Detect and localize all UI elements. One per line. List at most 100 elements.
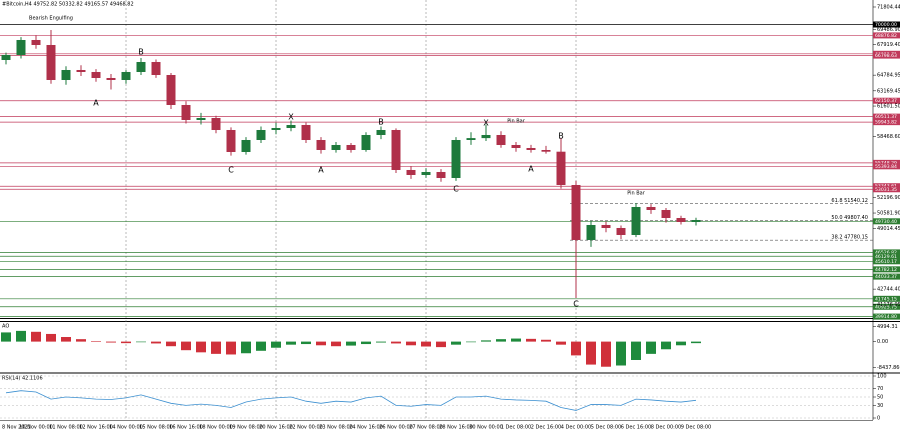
level-box	[873, 218, 900, 225]
level-label: 44033.37	[875, 274, 897, 280]
level-box	[873, 97, 900, 104]
ao-bar	[586, 341, 596, 365]
y-tick-label: -8437.866	[877, 365, 900, 371]
candle-body	[646, 206, 656, 210]
y-tick-label: 100	[877, 374, 887, 380]
y-tick-label: 52196.90	[877, 195, 900, 201]
level-label: 70000.00	[875, 22, 897, 28]
candle-body	[241, 139, 251, 152]
level-box	[873, 266, 900, 273]
ao-bar	[661, 341, 671, 350]
candle-body	[481, 134, 491, 139]
x-tick-label: 28 Nov 16:00	[439, 425, 473, 431]
candle-body	[331, 144, 341, 150]
x-tick-label: 20 Nov 16:00	[259, 425, 293, 431]
level-box	[873, 313, 900, 320]
x-tick-label: 1 Dec 08:00	[501, 425, 531, 431]
annotation: B	[138, 47, 144, 56]
ao-bar	[481, 340, 491, 342]
y-tick-label: 50581.90	[877, 211, 900, 217]
ao-bar	[136, 341, 146, 343]
candle-body	[451, 139, 461, 178]
symbol-header: #Bitcoin,H4 49752.82 50332.82 49165.57 4…	[2, 2, 134, 8]
x-tick-label: 10 Nov 00:00	[19, 425, 53, 431]
level-box	[873, 249, 900, 256]
x-tick-label: 19 Nov 08:00	[229, 425, 263, 431]
candle-body	[196, 117, 206, 120]
level-label: 53031.35	[875, 187, 897, 193]
ao-bar	[541, 339, 551, 342]
annotation: A	[318, 165, 324, 174]
ao-bar	[526, 338, 536, 342]
level-label: 55393.84	[875, 164, 897, 170]
ao-bar	[16, 330, 26, 342]
y-tick-label: 0.00	[877, 339, 888, 345]
ao-bar	[571, 341, 581, 356]
candle-body	[556, 151, 566, 185]
level-label: 46129.61	[875, 254, 897, 260]
level-label: 44782.12	[875, 267, 897, 273]
ao-bar	[361, 341, 371, 345]
y-tick-label: 0	[877, 416, 880, 422]
candle-body	[301, 124, 311, 140]
x-tick-label: 18 Nov 00:00	[199, 425, 233, 431]
ao-bar	[631, 341, 641, 360]
annotation: Pin Bar	[507, 119, 526, 125]
ao-bar	[91, 340, 101, 342]
candle-body	[166, 74, 176, 105]
level-label: 46526.82	[875, 250, 897, 256]
level-box	[873, 186, 900, 193]
ao-bar	[496, 339, 506, 342]
ao-bar	[256, 341, 266, 351]
candle-body	[271, 127, 281, 130]
ao-bar	[691, 341, 701, 344]
y-tick-label: 58468.60	[877, 134, 900, 140]
candle-body	[526, 147, 536, 150]
level-box	[873, 119, 900, 126]
annotation: C	[573, 300, 579, 309]
level-box	[873, 295, 900, 302]
level-label: 68876.82	[875, 33, 897, 39]
candle-body	[361, 134, 371, 150]
x-tick-label: 15 Nov 08:00	[139, 425, 173, 431]
y-tick-label: 41176.95	[877, 302, 900, 308]
level-label: 62150.37	[875, 98, 897, 104]
candle-body	[466, 138, 476, 140]
x-tick-label: 2 Dec 16:00	[531, 425, 561, 431]
ao-bar	[211, 341, 221, 354]
annotation: B	[558, 131, 564, 140]
y-tick-label: 4994.31	[877, 324, 898, 330]
candle-body	[316, 139, 326, 150]
annotation: A	[93, 99, 99, 108]
ao-bar	[121, 341, 131, 344]
ao-bar	[331, 341, 341, 347]
candle-body	[16, 39, 26, 55]
x-tick-label: 4 Dec 00:00	[561, 425, 591, 431]
ao-bar	[181, 341, 191, 351]
annotation: Pin Bar	[627, 190, 646, 196]
y-tick-label: 64784.95	[877, 73, 900, 79]
candle-body	[661, 209, 671, 218]
candle-body	[586, 224, 596, 240]
x-tick-label: 26 Nov 00:00	[379, 425, 413, 431]
ao-bar	[196, 341, 206, 353]
x-tick-label: 8 Dec 00:00	[651, 425, 681, 431]
x-tick-label: 16 Nov 16:00	[169, 425, 203, 431]
level-box	[873, 163, 900, 170]
candle-body	[1, 54, 11, 60]
x-tick-label: 8 Nov 2021	[2, 425, 31, 431]
candle-body	[106, 77, 116, 80]
level-box	[873, 113, 900, 120]
y-tick-label: 30	[877, 403, 883, 409]
ao-bar	[391, 341, 401, 344]
x-tick-label: 24 Nov 16:00	[349, 425, 383, 431]
ao-bar	[511, 338, 521, 342]
candle-body	[91, 71, 101, 78]
fib-label: 38.2 47780.15	[831, 235, 868, 241]
y-tick-label: 50	[877, 395, 883, 401]
x-tick-label: 14 Nov 00:00	[109, 425, 143, 431]
annotation: A	[528, 164, 534, 173]
ao-bar	[301, 341, 311, 345]
ao-bar	[676, 341, 686, 346]
y-tick-label: 61601.50	[877, 104, 900, 110]
